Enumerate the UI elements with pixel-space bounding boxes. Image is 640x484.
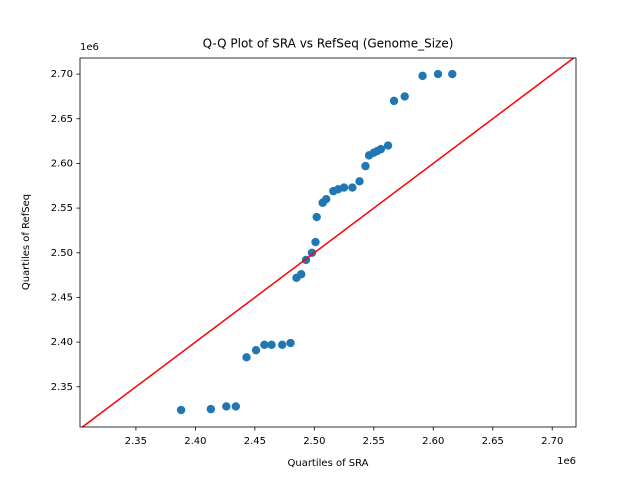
x-tick-label: 2.40: [184, 436, 206, 447]
y-tick-label: 2.70: [51, 69, 73, 80]
point: [339, 183, 349, 192]
point: [242, 353, 251, 362]
x-tick-label: 2.55: [363, 436, 385, 447]
x-tick-label: 2.50: [303, 436, 325, 447]
y-tick-label: 2.60: [51, 158, 73, 169]
point: [383, 141, 393, 150]
x-offset-label: 1e6: [557, 456, 576, 467]
point: [433, 69, 443, 79]
x-axis-label: Quartiles of SRA: [287, 458, 368, 469]
y-axis-label: Quartiles of RefSeq: [21, 194, 32, 290]
x-tick-label: 2.35: [125, 436, 147, 447]
point: [312, 212, 321, 222]
point: [355, 177, 364, 186]
x-tick-label: 2.70: [541, 436, 563, 447]
point: [176, 405, 186, 415]
y-tick-label: 2.40: [51, 337, 73, 348]
point: [389, 96, 399, 106]
point: [297, 270, 306, 279]
point: [222, 402, 231, 411]
point: [322, 194, 331, 204]
point: [251, 345, 261, 355]
point: [307, 248, 317, 257]
y-tick-label: 2.55: [51, 203, 73, 214]
plot-frame: [79, 57, 577, 428]
point: [206, 404, 216, 414]
point: [278, 340, 287, 350]
point: [286, 338, 295, 348]
y-tick-label: 2.45: [51, 292, 73, 303]
y-offset-label: 1e6: [80, 42, 99, 53]
y-tick-label: 2.35: [51, 382, 73, 393]
point: [448, 69, 457, 79]
x-tick-label: 2.65: [482, 436, 504, 447]
chart-title: Q-Q Plot of SRA vs RefSeq (Genome_Size): [203, 37, 454, 51]
point: [260, 340, 269, 350]
identity-line: [81, 57, 575, 428]
point: [418, 71, 427, 81]
point: [231, 402, 241, 411]
point: [400, 92, 409, 101]
point: [361, 161, 370, 171]
point: [348, 183, 357, 192]
x-tick-label: 2.60: [422, 436, 444, 447]
x-tick-label: 2.45: [244, 436, 266, 447]
point: [267, 340, 276, 350]
point: [376, 144, 386, 154]
point: [311, 237, 320, 247]
y-tick-label: 2.65: [51, 114, 73, 125]
y-tick-label: 2.50: [51, 248, 73, 259]
